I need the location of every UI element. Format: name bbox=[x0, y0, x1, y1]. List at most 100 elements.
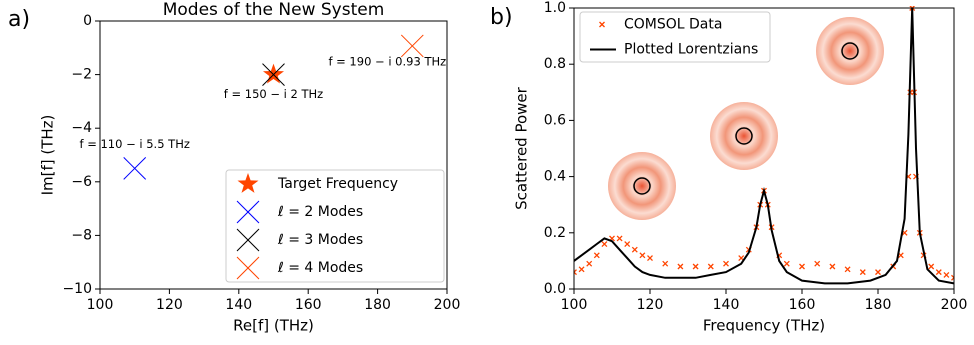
x-tick-label: 200 bbox=[941, 297, 968, 313]
marker-stroke bbox=[400, 34, 424, 58]
x-marker bbox=[262, 63, 285, 86]
marker-stroke bbox=[574, 271, 577, 276]
marker-stroke bbox=[123, 157, 147, 180]
y-tick-label: −2 bbox=[71, 67, 92, 83]
marker-stroke bbox=[951, 276, 954, 281]
y-tick-label: −4 bbox=[71, 120, 92, 136]
data-marker bbox=[943, 271, 950, 278]
legend-label: ℓ = 3 Modes bbox=[277, 232, 363, 248]
marker-stroke bbox=[738, 255, 745, 262]
marker-stroke bbox=[783, 260, 790, 267]
field-inset bbox=[710, 102, 778, 170]
x-tick-label: 140 bbox=[225, 297, 252, 313]
x-marker bbox=[400, 34, 424, 58]
marker-stroke bbox=[236, 228, 260, 252]
plot-area bbox=[574, 6, 954, 285]
y-tick-label: 0.2 bbox=[544, 225, 566, 241]
marker-stroke bbox=[631, 246, 638, 253]
x-tick-label: 120 bbox=[156, 297, 183, 313]
marker-stroke bbox=[599, 21, 605, 28]
chart-title: Modes of the New System bbox=[163, 0, 385, 20]
marker-stroke bbox=[943, 271, 950, 278]
data-marker bbox=[631, 246, 638, 253]
marker-stroke bbox=[677, 263, 684, 270]
y-tick-label: 0.8 bbox=[544, 56, 566, 72]
marker-stroke bbox=[593, 252, 600, 259]
annotation: f = 110 − i 5.5 THz bbox=[79, 137, 189, 151]
legend-label: Plotted Lorentzians bbox=[624, 42, 758, 58]
legend-swatch bbox=[237, 173, 259, 193]
marker-stroke bbox=[707, 263, 714, 270]
data-marker bbox=[928, 263, 935, 270]
data-marker bbox=[662, 260, 669, 267]
field-inset bbox=[816, 17, 884, 85]
marker-stroke bbox=[951, 274, 954, 279]
x-tick-label: 140 bbox=[713, 297, 740, 313]
x-tick-label: 100 bbox=[87, 297, 114, 313]
marker-stroke bbox=[262, 63, 285, 86]
x-tick-label: 180 bbox=[865, 297, 892, 313]
legend-box bbox=[579, 11, 771, 63]
marker-stroke bbox=[236, 256, 260, 280]
data-marker bbox=[593, 252, 600, 259]
legend-label: Target Frequency bbox=[277, 176, 398, 192]
data-marker bbox=[586, 260, 593, 267]
x-tick-label: 120 bbox=[637, 297, 664, 313]
y-axis-label: Scattered Power bbox=[513, 86, 531, 209]
data-marker bbox=[723, 260, 729, 267]
x-tick-label: 100 bbox=[561, 297, 588, 313]
legend-label: ℓ = 2 Modes bbox=[277, 204, 363, 220]
y-axis-label: Im[f] (THz) bbox=[39, 115, 57, 196]
panel-label: b) bbox=[490, 5, 513, 30]
data-marker bbox=[859, 269, 866, 276]
x-axis-label: Frequency (THz) bbox=[703, 317, 825, 335]
data-marker bbox=[692, 263, 699, 270]
data-marker bbox=[707, 263, 714, 270]
marker-stroke bbox=[844, 266, 851, 273]
legend-swatch bbox=[236, 200, 260, 224]
marker-stroke bbox=[586, 260, 593, 267]
annotation: f = 150 − i 2 THz bbox=[224, 87, 323, 101]
field-disk bbox=[816, 17, 884, 85]
data-marker bbox=[844, 266, 851, 273]
legend-label: COMSOL Data bbox=[624, 17, 722, 33]
particle-outline bbox=[735, 127, 753, 145]
plot-frame bbox=[573, 7, 955, 290]
legend-swatch bbox=[236, 256, 260, 280]
y-tick-label: 0.0 bbox=[544, 281, 566, 297]
marker-stroke bbox=[901, 229, 908, 236]
plot-area bbox=[123, 34, 424, 180]
data-marker bbox=[639, 252, 646, 259]
marker-stroke bbox=[616, 235, 623, 242]
data-marker bbox=[601, 241, 608, 247]
marker-stroke bbox=[236, 200, 260, 224]
particle-outline bbox=[841, 42, 859, 60]
data-marker bbox=[624, 241, 631, 247]
marker-stroke bbox=[601, 241, 608, 247]
data-marker bbox=[829, 263, 836, 270]
star bbox=[237, 173, 259, 193]
x-tick-label: 180 bbox=[364, 297, 391, 313]
data-marker bbox=[578, 266, 585, 273]
data-marker bbox=[647, 255, 653, 262]
marker-stroke bbox=[574, 269, 577, 274]
data-marker bbox=[875, 269, 881, 276]
legend-label: ℓ = 4 Modes bbox=[277, 260, 363, 276]
marker-stroke bbox=[662, 260, 669, 267]
marker-stroke bbox=[799, 263, 805, 270]
marker-stroke bbox=[814, 260, 821, 267]
marker-stroke bbox=[624, 241, 631, 247]
y-tick-label: 0.6 bbox=[544, 112, 566, 128]
marker-stroke bbox=[829, 263, 836, 270]
x-tick-label: 160 bbox=[789, 297, 816, 313]
x-axis-label: Re[f] (THz) bbox=[233, 317, 314, 335]
marker-stroke bbox=[897, 252, 904, 259]
y-tick-label: −8 bbox=[71, 227, 92, 243]
field-inset bbox=[608, 152, 676, 220]
y-tick-label: 1.0 bbox=[544, 0, 566, 16]
data-marker bbox=[783, 260, 790, 267]
x-tick-label: 160 bbox=[295, 297, 322, 313]
data-marker bbox=[677, 263, 684, 270]
plot-frame bbox=[99, 20, 448, 290]
marker-stroke bbox=[723, 260, 729, 267]
